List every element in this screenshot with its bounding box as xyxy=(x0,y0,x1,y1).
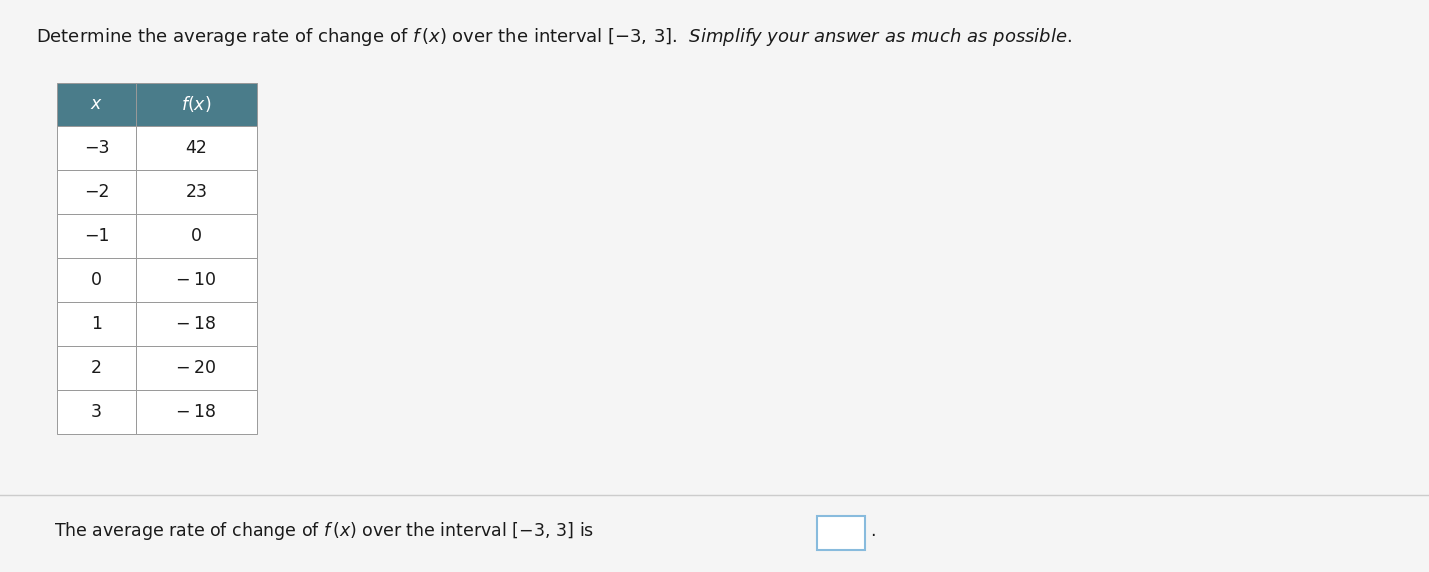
Text: 1: 1 xyxy=(91,315,101,333)
Text: − 18: − 18 xyxy=(177,315,216,333)
Text: −1: −1 xyxy=(84,227,109,245)
FancyBboxPatch shape xyxy=(136,390,257,434)
Text: 0: 0 xyxy=(91,271,101,289)
FancyBboxPatch shape xyxy=(57,83,136,126)
Text: .: . xyxy=(870,522,876,540)
Text: −3: −3 xyxy=(84,139,109,157)
FancyBboxPatch shape xyxy=(57,390,136,434)
FancyBboxPatch shape xyxy=(136,214,257,258)
FancyBboxPatch shape xyxy=(136,346,257,390)
FancyBboxPatch shape xyxy=(136,126,257,170)
Text: −2: −2 xyxy=(84,183,109,201)
FancyBboxPatch shape xyxy=(57,302,136,346)
FancyBboxPatch shape xyxy=(136,170,257,214)
Text: 2: 2 xyxy=(91,359,101,377)
FancyBboxPatch shape xyxy=(57,258,136,302)
Text: − 20: − 20 xyxy=(177,359,216,377)
Text: − 18: − 18 xyxy=(177,403,216,421)
Text: Determine the average rate of change of $f\,(x)$ over the interval $[-3,\,3]$.  : Determine the average rate of change of … xyxy=(36,26,1072,47)
FancyBboxPatch shape xyxy=(136,302,257,346)
Text: 23: 23 xyxy=(186,183,207,201)
FancyBboxPatch shape xyxy=(57,214,136,258)
Text: $f(x)$: $f(x)$ xyxy=(181,94,211,114)
FancyBboxPatch shape xyxy=(57,346,136,390)
FancyBboxPatch shape xyxy=(136,83,257,126)
Text: The average rate of change of $f\,(x)$ over the interval $[-3,\,3]$ is: The average rate of change of $f\,(x)$ o… xyxy=(54,520,594,542)
FancyBboxPatch shape xyxy=(57,126,136,170)
FancyBboxPatch shape xyxy=(57,170,136,214)
Text: 0: 0 xyxy=(191,227,201,245)
Text: 42: 42 xyxy=(186,139,207,157)
Text: 3: 3 xyxy=(91,403,101,421)
FancyBboxPatch shape xyxy=(136,258,257,302)
Text: $x$: $x$ xyxy=(90,96,103,113)
FancyBboxPatch shape xyxy=(817,516,865,550)
Text: − 10: − 10 xyxy=(177,271,216,289)
